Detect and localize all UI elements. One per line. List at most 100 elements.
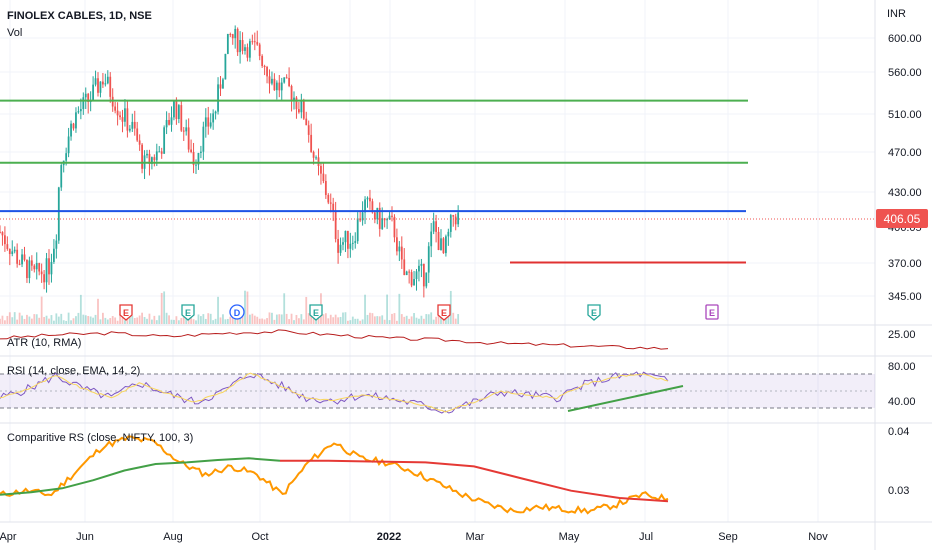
candle-body [400, 246, 403, 260]
rsi-label: RSI (14, close, EMA, 14, 2) [7, 365, 140, 377]
volume-bar [364, 294, 366, 324]
volume-bar [16, 319, 19, 324]
volume-bar [55, 313, 58, 324]
candle-body [285, 77, 288, 79]
volume-bar [70, 320, 72, 324]
volume-bar [33, 314, 36, 324]
volume-bar [133, 317, 136, 324]
candle-body [138, 140, 141, 145]
candle-body [405, 271, 408, 276]
candle-body [391, 215, 393, 217]
volume-bar [344, 312, 347, 324]
candle-body [0, 231, 1, 233]
candle-body [312, 151, 315, 158]
volume-bar [435, 316, 437, 324]
candle-body [45, 258, 48, 283]
atr-line [0, 329, 669, 350]
volume-bar [13, 312, 16, 324]
event-marker: D [229, 304, 245, 320]
time-tick: Oct [251, 531, 268, 543]
candle-body [457, 212, 460, 225]
candle-body [449, 215, 452, 232]
candle-body [369, 197, 371, 202]
volume-bar [410, 316, 413, 324]
volume-bar [378, 316, 381, 324]
candle-body [30, 260, 33, 266]
volume-bar [62, 320, 65, 324]
price-badge-value: 406.05 [884, 212, 921, 226]
candle-body [126, 108, 129, 131]
candle-body [300, 100, 303, 113]
horizontal-levels[interactable] [0, 99, 748, 264]
candle-body [258, 44, 261, 56]
volume-bar [141, 312, 143, 324]
price-candles[interactable] [0, 25, 460, 298]
candle-body [447, 231, 450, 237]
price-badge [876, 209, 928, 228]
volume-bar [114, 317, 117, 324]
volume-bar [447, 313, 450, 324]
volume-bar [391, 313, 393, 324]
volume-bar [190, 316, 192, 324]
rsi-trendline[interactable] [567, 385, 684, 412]
candle-body [21, 254, 23, 265]
volume-bar [381, 315, 384, 324]
volume-bar [349, 320, 352, 324]
candle-body [373, 212, 376, 220]
marker-shape [181, 304, 195, 321]
candle-body [322, 173, 325, 182]
candle-body [420, 263, 423, 266]
volume-bar [175, 316, 178, 324]
candle-body [452, 215, 455, 217]
volume-bar [38, 317, 41, 324]
volume-bar [366, 314, 369, 324]
candle-body [329, 202, 332, 204]
marker-label: D [234, 308, 241, 318]
volume-bar [244, 290, 246, 324]
candle-body [146, 153, 148, 156]
atr-line [0, 329, 669, 350]
time-axis[interactable]: Apr Jun Aug Oct 2022 Mar May Jul Sep Nov [0, 531, 828, 543]
candle-body [104, 83, 107, 85]
volume-bar [427, 314, 430, 324]
crs-tick: 0.04 [888, 426, 909, 438]
candle-body [109, 76, 112, 97]
volume-bar [236, 316, 239, 324]
candle-body [16, 249, 19, 264]
event-marker: E [119, 304, 133, 321]
time-tick: Aug [163, 531, 183, 543]
volume-bar [261, 318, 264, 324]
candle-body [347, 230, 349, 249]
crs-ma-line [280, 459, 669, 503]
volume-bar [405, 315, 408, 324]
candle-body [72, 123, 75, 129]
candle-body [82, 97, 85, 110]
volume-bar [361, 319, 364, 324]
volume-bar [197, 314, 200, 324]
volume-bar [160, 292, 163, 324]
volume-bar [437, 315, 440, 324]
volume-bar [415, 317, 418, 324]
candle-body [224, 53, 227, 80]
candle-body [48, 258, 50, 275]
candle-body [53, 248, 55, 262]
volume-bar [0, 318, 1, 324]
volume-bar [283, 293, 286, 324]
volume-bar [163, 291, 166, 324]
volume-bar [121, 312, 124, 324]
candle-body [165, 120, 168, 128]
candle-body [97, 78, 99, 93]
volume-bar [11, 317, 14, 324]
volume-bar [445, 319, 447, 324]
candle-body [33, 265, 36, 270]
rsi-ema-line [0, 372, 669, 413]
volume-bar [165, 312, 168, 324]
volume-bar [18, 312, 21, 324]
volume-bar [422, 318, 425, 324]
volume-bar [383, 319, 386, 324]
volume-bar [246, 291, 249, 324]
candle-body [315, 157, 317, 159]
volume-bar [258, 318, 261, 324]
